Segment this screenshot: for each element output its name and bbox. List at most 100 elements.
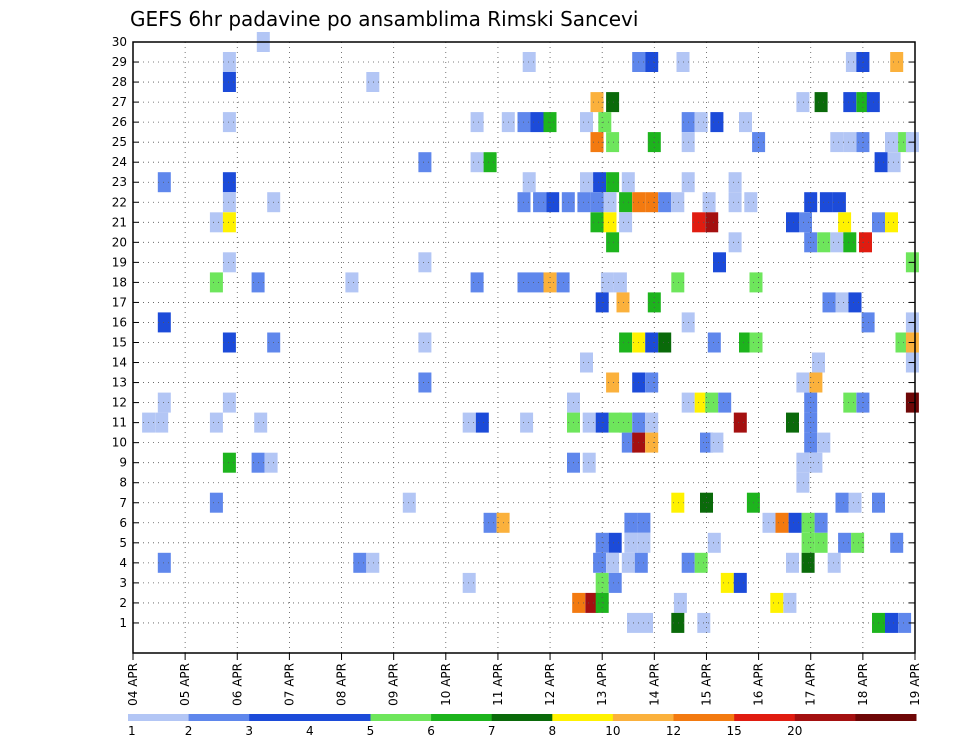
heatmap-cell [713, 252, 726, 273]
heatmap-cell [809, 372, 823, 393]
y-tick-label: 15 [112, 335, 127, 349]
heatmap-cell [209, 212, 223, 233]
y-tick-label: 24 [112, 155, 127, 169]
heatmap-cell [613, 272, 627, 293]
y-tick-label: 7 [119, 496, 127, 510]
y-tick-label: 27 [112, 95, 127, 109]
heatmap-cell [694, 112, 708, 133]
heatmap-cell [608, 412, 622, 433]
heatmap-cell [603, 192, 617, 213]
heatmap-cell [402, 492, 416, 513]
heatmap-cell [739, 112, 752, 133]
x-tick-label: 10 APR [439, 663, 453, 706]
legend-swatch [794, 714, 856, 721]
x-tick-label: 16 APR [752, 663, 766, 706]
heatmap-cell [799, 212, 812, 233]
legend-swatch [431, 714, 493, 721]
heatmap-cell [462, 412, 476, 433]
heatmap-cell [645, 412, 659, 433]
heatmap-cell [157, 392, 171, 413]
chart-title: GEFS 6hr padavine po ansamblima Rimski S… [130, 7, 638, 31]
x-tick-label: 05 APR [178, 663, 192, 706]
y-tick-label: 25 [112, 135, 127, 149]
legend-swatch [188, 714, 250, 721]
y-tick-label: 22 [112, 195, 127, 209]
heatmap-cell [619, 332, 633, 353]
heatmap-cell [796, 372, 810, 393]
heatmap-cell [606, 172, 620, 193]
heatmap-cell [619, 412, 633, 433]
legend-label: 6 [427, 724, 435, 738]
heatmap-cell [222, 452, 236, 473]
y-tick-label: 21 [112, 215, 127, 229]
legend-swatch [612, 714, 674, 721]
heatmap-cell [796, 92, 810, 113]
heatmap-cell [845, 52, 859, 72]
heatmap-cell [264, 452, 278, 473]
heatmap-cell [582, 452, 596, 473]
y-axis-ticks: 1234567891011121314151617181920212223242… [112, 35, 915, 630]
heatmap-cell [786, 212, 799, 233]
heatmap-cell [707, 332, 721, 353]
heatmap-cell [658, 332, 672, 353]
legend-label: 7 [488, 724, 496, 738]
heatmap-cell [585, 592, 599, 613]
heatmap-cell [694, 392, 708, 413]
heatmap-cell [606, 92, 620, 113]
heatmap-cell [783, 592, 797, 613]
heatmap-cell [885, 212, 898, 233]
heatmap-cell [645, 52, 659, 72]
heatmap-cell [366, 72, 380, 92]
legend-label: 4 [306, 724, 314, 738]
heatmap-cell [739, 332, 752, 353]
heatmap-cell [859, 232, 872, 253]
legend-swatch [855, 714, 917, 721]
heatmap-cell [462, 572, 476, 593]
heatmap-cell [749, 272, 763, 293]
heatmap-cell [222, 172, 236, 193]
heatmap-cell [590, 212, 604, 233]
heatmap-cell [483, 152, 497, 173]
heatmap-cell [838, 532, 852, 553]
heatmap-cell [522, 52, 536, 72]
heatmap-cell [874, 152, 888, 173]
heatmap-cell [671, 492, 685, 513]
heatmap-cell [838, 212, 852, 233]
heatmap-cell [645, 372, 659, 393]
heatmap-cell [830, 232, 844, 253]
heatmap-cell [890, 52, 904, 72]
y-tick-label: 4 [119, 556, 127, 570]
legend-label: 1 [128, 724, 136, 738]
heatmap-cell [733, 412, 747, 433]
heatmap-cell [640, 612, 653, 633]
heatmap-cell [418, 252, 432, 273]
x-tick-label: 17 APR [804, 663, 818, 706]
y-tick-label: 23 [112, 175, 127, 189]
heatmap-cell [673, 592, 687, 613]
heatmap-cell [530, 272, 544, 293]
heatmap-cell [366, 552, 380, 573]
heatmap-cell [814, 532, 828, 553]
y-tick-label: 6 [119, 516, 127, 530]
heatmap-cell [222, 212, 236, 233]
heatmap-cell [819, 192, 833, 213]
y-tick-label: 16 [112, 315, 127, 329]
heatmap-cell [702, 192, 716, 213]
x-tick-label: 18 APR [856, 663, 870, 706]
heatmap-cell [209, 272, 223, 293]
y-tick-label: 30 [112, 35, 127, 49]
legend-swatch [734, 714, 796, 721]
heatmap-cell [624, 512, 638, 533]
heatmap-cell [598, 112, 612, 133]
y-tick-label: 10 [112, 436, 127, 450]
heatmap-cell [707, 532, 721, 553]
heatmap-cell [254, 412, 268, 433]
x-tick-label: 07 APR [282, 663, 296, 706]
y-tick-label: 20 [112, 235, 127, 249]
heatmap-cell [624, 532, 638, 553]
heatmap-cell [835, 292, 849, 313]
y-tick-label: 13 [112, 376, 127, 390]
x-axis-ticks: 04 APR 05 APR 06 APR 07 APR 08 APR 09 APR 10 A… [126, 653, 922, 706]
heatmap-cell [483, 512, 497, 533]
y-tick-label: 2 [119, 596, 127, 610]
